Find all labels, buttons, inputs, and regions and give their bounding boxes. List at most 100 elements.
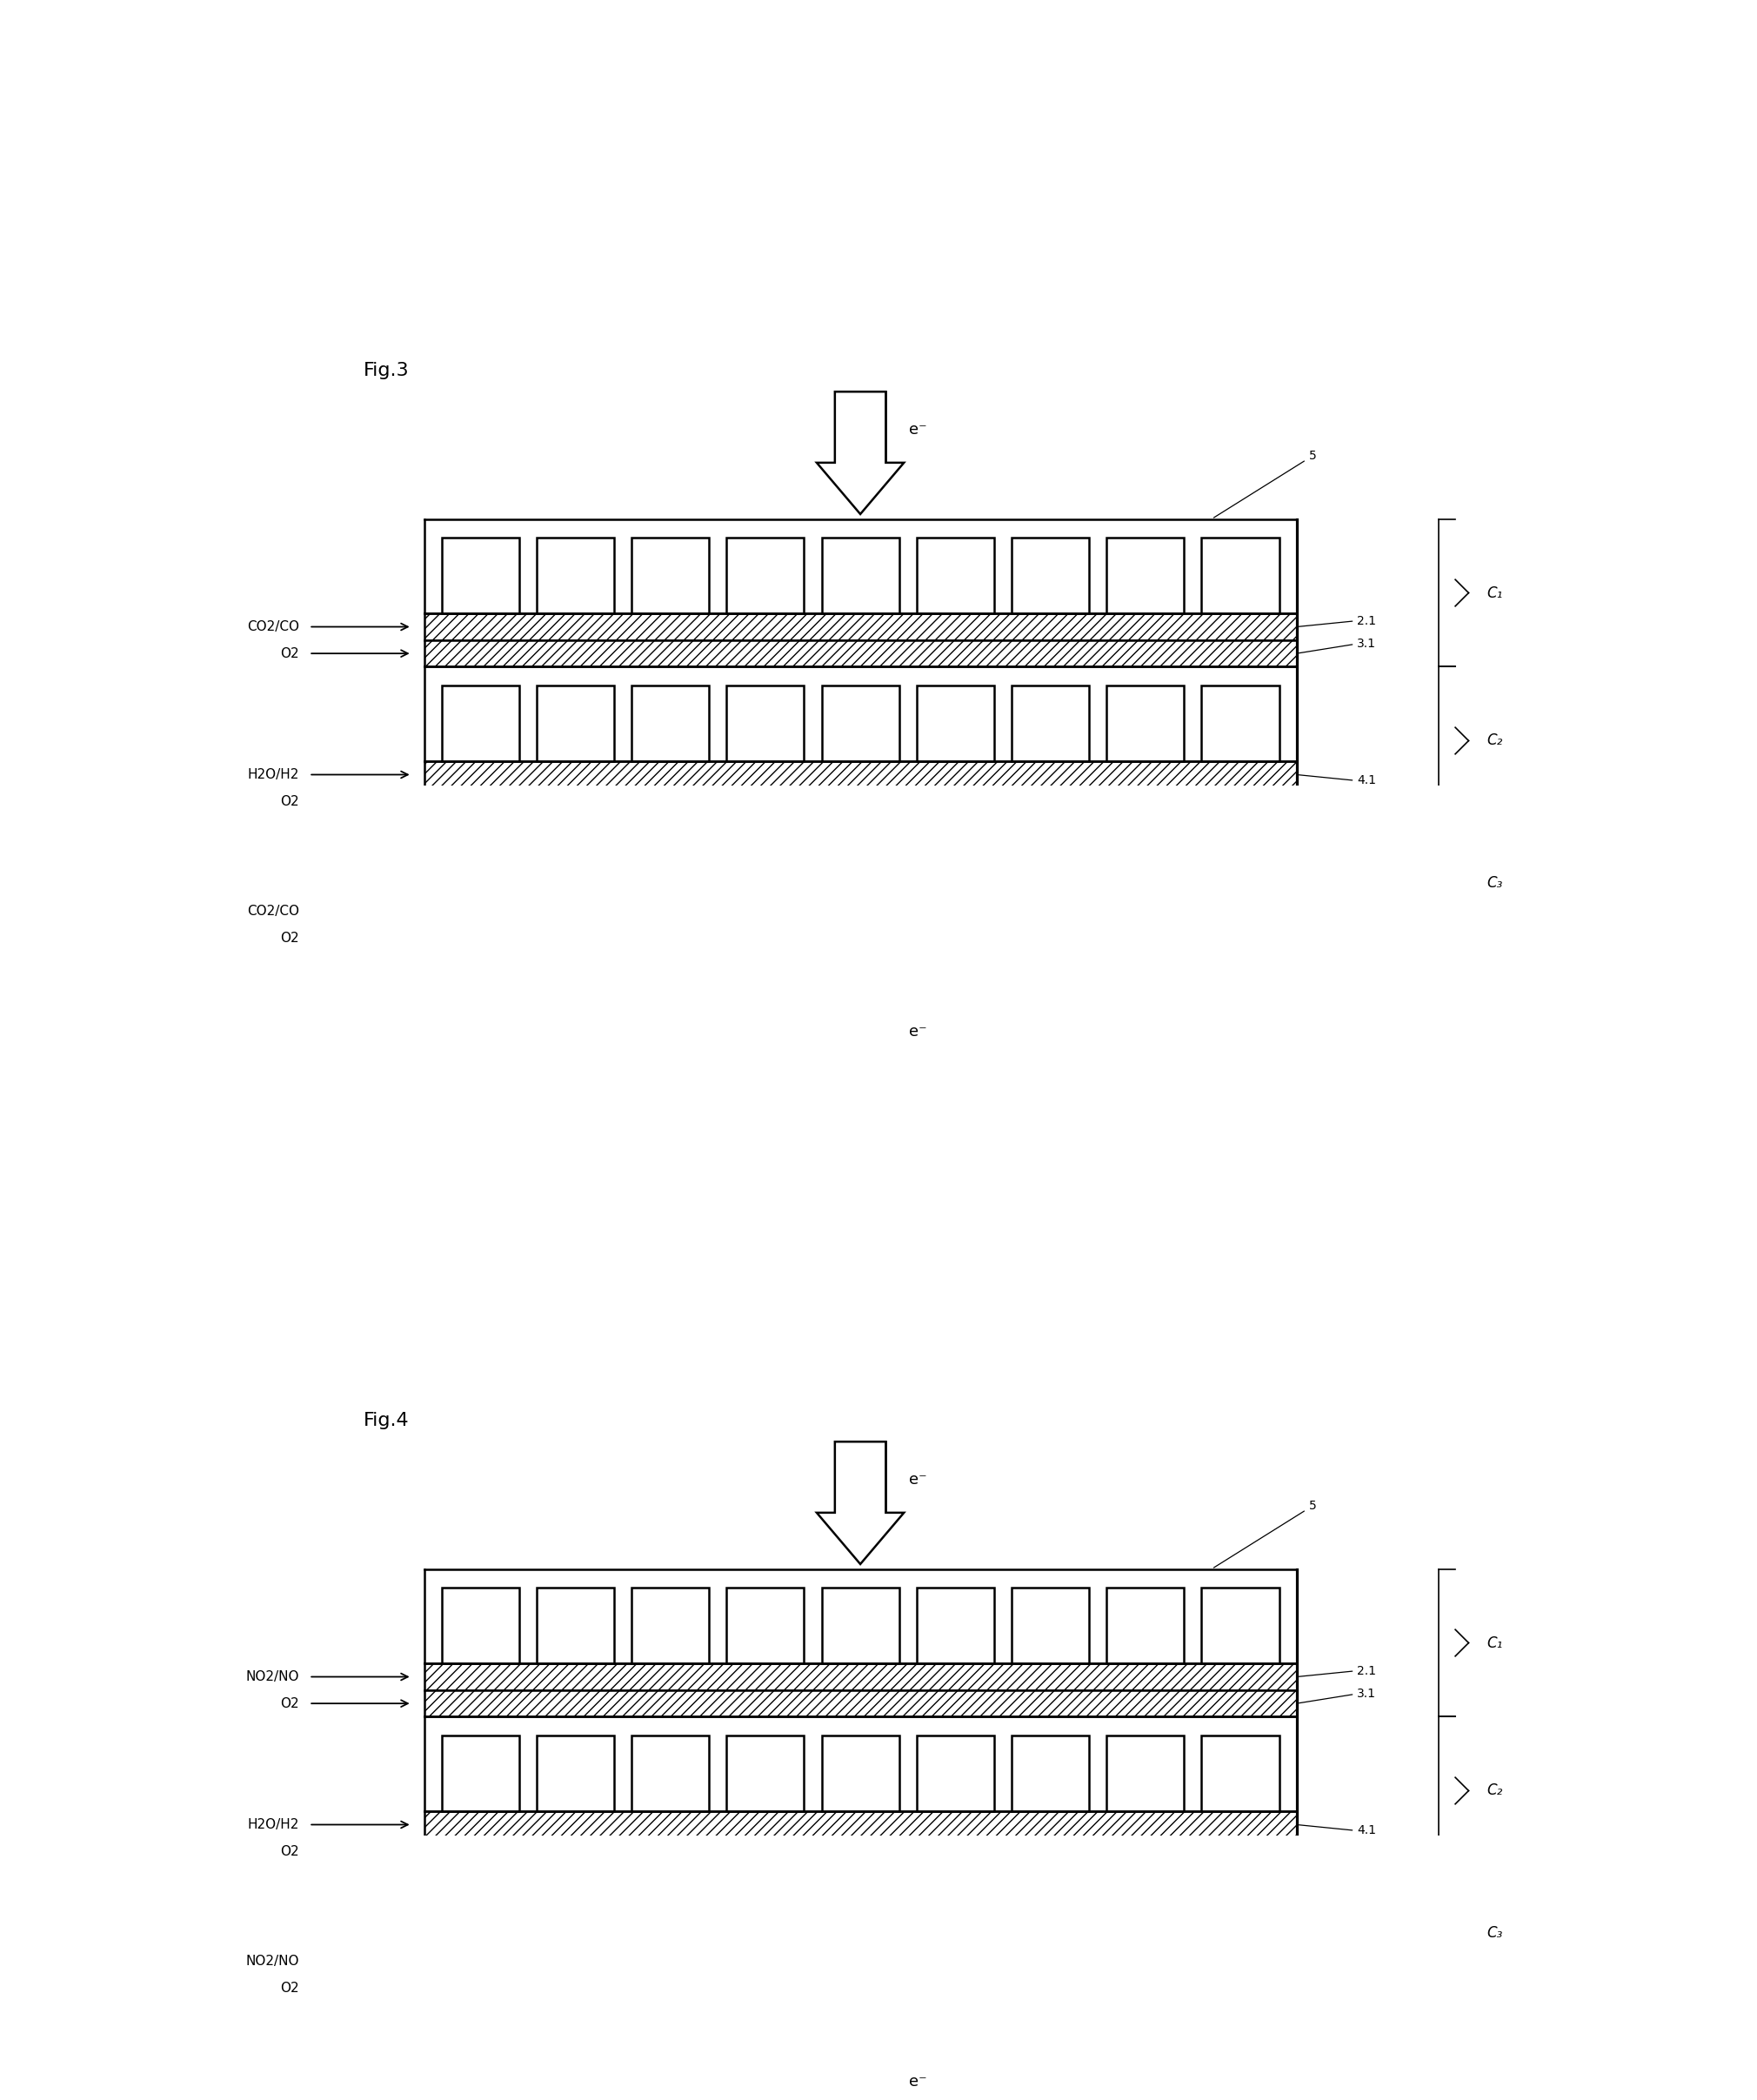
Bar bbox=[822, 832, 900, 899]
Text: C₃: C₃ bbox=[1486, 1926, 1502, 1940]
Bar bbox=[1202, 832, 1279, 899]
Text: 5: 5 bbox=[1214, 1499, 1316, 1569]
Bar bbox=[822, 1882, 900, 1949]
Text: C₁: C₁ bbox=[1486, 1636, 1502, 1651]
Bar bbox=[423, 899, 1297, 924]
Bar bbox=[822, 538, 900, 613]
Text: 2.1: 2.1 bbox=[1298, 615, 1376, 626]
Bar bbox=[423, 668, 1297, 762]
Bar bbox=[423, 1691, 1297, 1718]
Bar bbox=[423, 1812, 1297, 1838]
Bar bbox=[727, 1882, 805, 1949]
Bar bbox=[917, 1588, 994, 1663]
Bar bbox=[423, 1663, 1297, 1691]
Text: O2: O2 bbox=[281, 930, 299, 945]
Text: 5: 5 bbox=[1214, 449, 1316, 519]
Bar bbox=[536, 538, 615, 613]
Bar bbox=[536, 1737, 615, 1812]
Bar bbox=[536, 687, 615, 762]
Bar bbox=[631, 1737, 710, 1812]
Bar bbox=[1107, 538, 1184, 613]
Bar bbox=[423, 519, 1297, 613]
Polygon shape bbox=[817, 1443, 903, 1564]
Text: Fig.4: Fig.4 bbox=[364, 1411, 409, 1430]
Text: H2O/H2: H2O/H2 bbox=[248, 1819, 299, 1831]
Text: O2: O2 bbox=[281, 647, 299, 659]
Bar bbox=[727, 1588, 805, 1663]
Text: H2O/H2: H2O/H2 bbox=[248, 769, 299, 781]
Bar bbox=[917, 832, 994, 899]
Bar bbox=[727, 687, 805, 762]
Bar bbox=[1202, 1882, 1279, 1949]
Bar bbox=[1012, 538, 1089, 613]
Bar bbox=[1107, 1588, 1184, 1663]
Bar bbox=[1202, 538, 1279, 613]
Bar bbox=[727, 538, 805, 613]
Polygon shape bbox=[817, 2005, 903, 2100]
Text: 3.1: 3.1 bbox=[1298, 1688, 1376, 1703]
Bar bbox=[835, 2005, 886, 2077]
Bar bbox=[917, 1737, 994, 1812]
Bar bbox=[1107, 1882, 1184, 1949]
Bar bbox=[423, 924, 1297, 951]
Text: 4.1: 4.1 bbox=[1298, 775, 1376, 788]
Bar bbox=[423, 1974, 1297, 2001]
Text: O2: O2 bbox=[281, 1844, 299, 1859]
Bar bbox=[917, 1882, 994, 1949]
Bar bbox=[822, 1737, 900, 1812]
Text: 2.1: 2.1 bbox=[1298, 1665, 1376, 1676]
Bar bbox=[1107, 1737, 1184, 1812]
Bar bbox=[1107, 832, 1184, 899]
Bar bbox=[1012, 687, 1089, 762]
Text: e⁻: e⁻ bbox=[908, 422, 926, 437]
Bar bbox=[1202, 1588, 1279, 1663]
Bar bbox=[441, 538, 518, 613]
Text: e⁻: e⁻ bbox=[908, 1025, 926, 1039]
Text: 3.1: 3.1 bbox=[1298, 638, 1376, 653]
Bar bbox=[423, 613, 1297, 640]
Text: C₂: C₂ bbox=[1486, 733, 1502, 748]
Bar bbox=[822, 1588, 900, 1663]
Text: C₁: C₁ bbox=[1486, 586, 1502, 601]
Bar bbox=[423, 640, 1297, 668]
Bar bbox=[727, 1737, 805, 1812]
Bar bbox=[1012, 832, 1089, 899]
Bar bbox=[822, 687, 900, 762]
Text: e⁻: e⁻ bbox=[908, 2075, 926, 2090]
Bar bbox=[423, 1718, 1297, 1812]
Bar bbox=[441, 1737, 518, 1812]
Bar bbox=[423, 788, 1297, 815]
Bar bbox=[423, 1569, 1297, 1663]
Text: NO2/NO: NO2/NO bbox=[246, 1955, 299, 1968]
Text: O2: O2 bbox=[281, 794, 299, 808]
Bar bbox=[536, 1588, 615, 1663]
Bar bbox=[423, 815, 1297, 899]
Bar bbox=[441, 1882, 518, 1949]
Bar bbox=[835, 956, 886, 1027]
Bar bbox=[423, 1949, 1297, 1974]
Bar bbox=[727, 832, 805, 899]
Text: C₂: C₂ bbox=[1486, 1783, 1502, 1798]
Bar bbox=[423, 1838, 1297, 1865]
Bar bbox=[441, 687, 518, 762]
Text: e⁻: e⁻ bbox=[908, 1472, 926, 1487]
Bar bbox=[835, 393, 886, 462]
Bar bbox=[1012, 1588, 1089, 1663]
Text: NO2/NO: NO2/NO bbox=[246, 1670, 299, 1684]
Bar bbox=[1202, 687, 1279, 762]
Bar bbox=[441, 832, 518, 899]
Bar bbox=[631, 687, 710, 762]
Text: O2: O2 bbox=[281, 1980, 299, 1995]
Bar bbox=[1107, 687, 1184, 762]
Text: C₃: C₃ bbox=[1486, 876, 1502, 890]
Text: CO2/CO: CO2/CO bbox=[248, 905, 299, 918]
Bar bbox=[631, 538, 710, 613]
Bar bbox=[1012, 1882, 1089, 1949]
Bar bbox=[1202, 1737, 1279, 1812]
Polygon shape bbox=[817, 393, 903, 514]
Bar bbox=[631, 1588, 710, 1663]
Bar bbox=[1012, 1737, 1089, 1812]
Bar bbox=[423, 1865, 1297, 1949]
Text: Fig.3: Fig.3 bbox=[364, 361, 409, 380]
Bar bbox=[917, 538, 994, 613]
